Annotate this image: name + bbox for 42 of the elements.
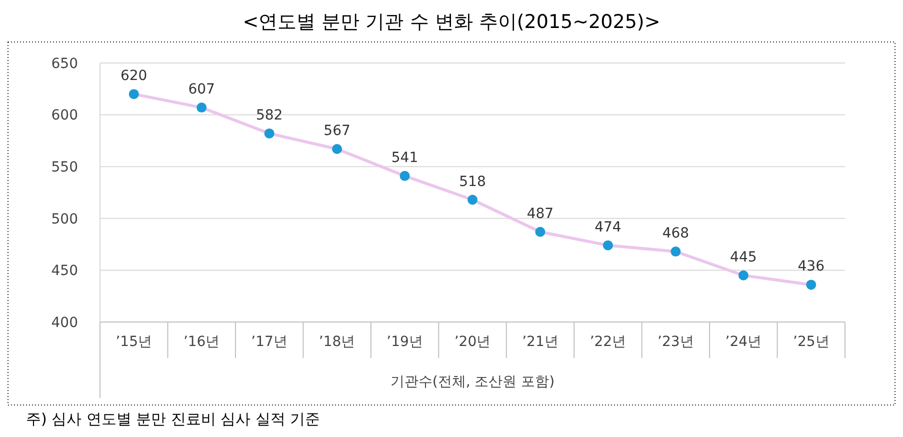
x-tick-label: ’23년 xyxy=(658,334,694,350)
x-tick-label: ’17년 xyxy=(251,334,288,350)
x-tick-label: ’25년 xyxy=(793,334,830,350)
x-tick-label: ’24년 xyxy=(725,334,762,350)
x-tick-label: ’19년 xyxy=(386,334,423,350)
data-label: 436 xyxy=(798,258,825,275)
data-label: 607 xyxy=(188,82,215,98)
data-label: 620 xyxy=(120,68,148,84)
y-tick-label: 500 xyxy=(51,211,78,228)
y-tick-label: 550 xyxy=(51,160,78,176)
x-tick-label: ’16년 xyxy=(183,334,220,350)
data-label: 541 xyxy=(391,150,418,166)
y-tick-label: 400 xyxy=(51,314,78,331)
x-tick-label: ’21년 xyxy=(522,334,558,350)
text: 주) 심사 연도별 분만 진료비 심사 실적 기준 xyxy=(26,410,320,428)
x-axis-title: 기관수(전체, 조산원 포함) xyxy=(390,374,555,390)
point xyxy=(738,270,748,280)
data-label: 474 xyxy=(594,219,622,236)
point xyxy=(670,246,681,257)
point xyxy=(468,194,478,205)
point xyxy=(196,102,207,113)
data-label: 518 xyxy=(459,174,486,190)
chart-title: <연도별 분만 기관 수 변화 추이(2015~2025)> xyxy=(242,11,660,33)
y-tick-label: 600 xyxy=(51,108,78,124)
point xyxy=(806,280,816,290)
y-tick-label: 450 xyxy=(51,263,78,280)
data-label: 445 xyxy=(730,249,757,266)
point xyxy=(400,170,410,181)
data-label: 487 xyxy=(526,206,554,222)
x-tick-label: ’22년 xyxy=(590,334,626,350)
data-label: 582 xyxy=(256,107,283,124)
data-label: 567 xyxy=(324,122,350,139)
x-tick-label: ’20년 xyxy=(454,334,491,350)
x-tick-label: ’15년 xyxy=(116,334,152,350)
point xyxy=(602,240,613,250)
x-tick-label: ’18년 xyxy=(318,334,356,350)
point xyxy=(332,144,342,154)
point xyxy=(128,89,139,100)
data-label: 468 xyxy=(662,226,690,242)
y-tick-label: 650 xyxy=(51,56,78,72)
point xyxy=(264,128,274,138)
point xyxy=(535,226,546,237)
